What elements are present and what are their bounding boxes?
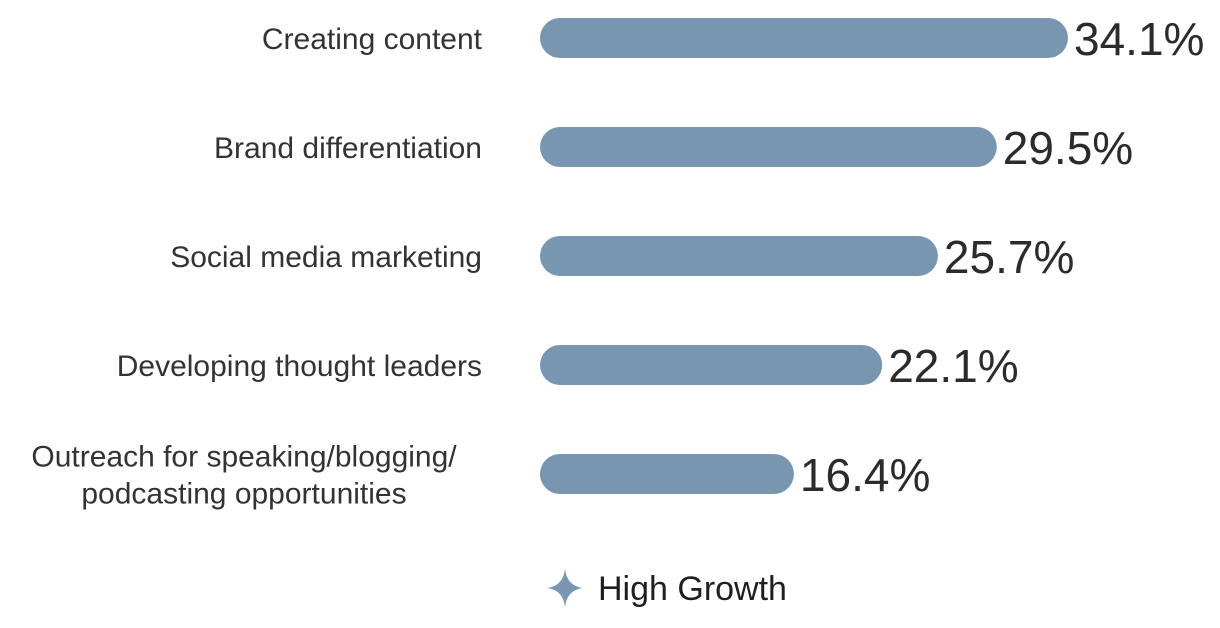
category-label-5: Outreach for speaking/blogging/podcastin… (31, 441, 457, 511)
legend: High Growth (547, 569, 787, 608)
legend-label: High Growth (598, 570, 787, 608)
category-label-3: Social media marketing (170, 241, 482, 274)
category-label-1: Creating content (262, 23, 483, 56)
value-label-1: 34.1% (1074, 13, 1204, 65)
category-labels: Creating content Brand differentiation Soc… (31, 23, 482, 511)
value-labels: 34.1% 29.5% 25.7% 22.1% 16.4% (800, 13, 1205, 501)
bar-1 (540, 18, 1068, 58)
bar-3 (540, 236, 938, 276)
bars (540, 18, 1068, 494)
category-label-line: podcasting opportunities (81, 478, 406, 511)
bar-4 (540, 345, 883, 385)
bar-2 (540, 127, 997, 167)
value-label-4: 22.1% (888, 340, 1018, 392)
four-point-star-icon (547, 569, 583, 607)
value-label-2: 29.5% (1003, 122, 1133, 174)
bar-5 (540, 454, 794, 494)
value-label-3: 25.7% (944, 231, 1074, 283)
category-label-2: Brand differentiation (214, 132, 482, 165)
category-label-line: Outreach for speaking/blogging/ (31, 441, 457, 474)
value-label-5: 16.4% (800, 449, 930, 501)
category-label-4: Developing thought leaders (117, 350, 482, 383)
